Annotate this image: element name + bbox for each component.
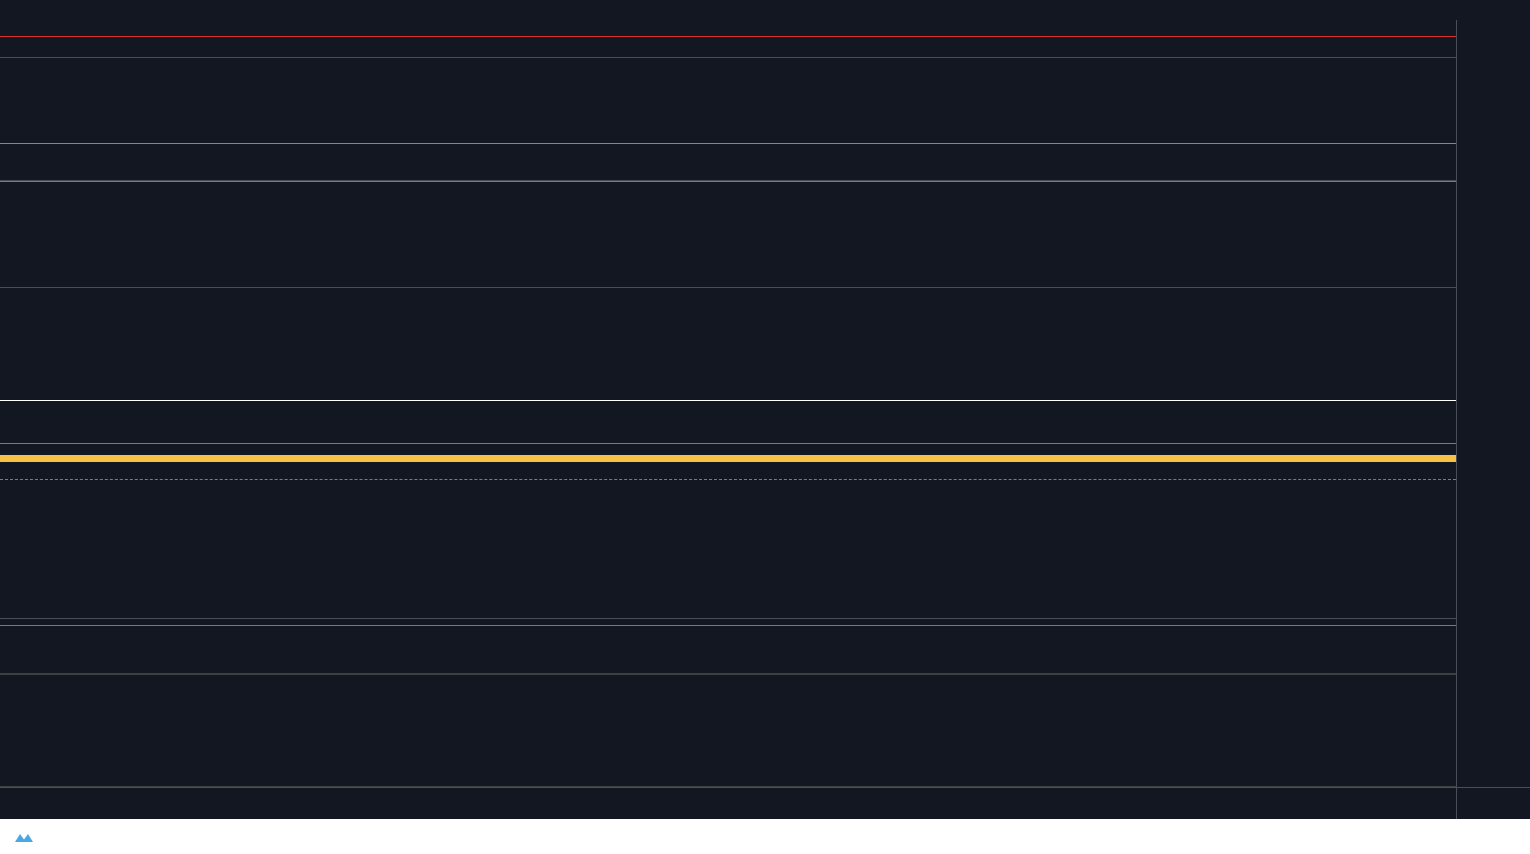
pane-separator-volume[interactable]: [0, 673, 1456, 674]
axis-corner: [1456, 787, 1530, 819]
level-line-282-80[interactable]: [0, 181, 1456, 182]
chart-legend[interactable]: [4, 2, 35, 18]
level-line-226-25[interactable]: [0, 443, 1456, 444]
price-pane[interactable]: [0, 20, 1456, 673]
level-line-313-85[interactable]: [0, 36, 1456, 37]
level-line-291-05[interactable]: [0, 143, 1456, 144]
level-line-220-35-last-price: [0, 479, 1456, 480]
tradingview-credit: [8, 830, 40, 846]
gridline-280: [0, 180, 1456, 181]
level-line-187-25[interactable]: [0, 625, 1456, 626]
time-axis[interactable]: [0, 787, 1456, 819]
level-band-224-95[interactable]: [0, 455, 1456, 462]
price-axis[interactable]: [1456, 20, 1530, 787]
pane-separator-rsi[interactable]: [0, 674, 1456, 675]
gridline-310: [0, 57, 1456, 58]
gridline-260: [0, 287, 1456, 288]
pane-separator-bottom[interactable]: [0, 786, 1456, 787]
tradingview-logo-icon: [15, 834, 33, 842]
level-line-235-45[interactable]: [0, 400, 1456, 401]
gridline-190: [0, 618, 1456, 619]
footer-bar: [0, 819, 1530, 854]
